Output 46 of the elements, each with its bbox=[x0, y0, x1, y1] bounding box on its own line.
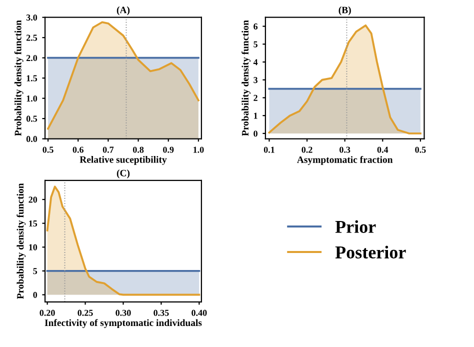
chart-title: (B) bbox=[338, 6, 351, 16]
y-axis-title: Probability density function bbox=[14, 20, 24, 136]
y-tick-label: 10 bbox=[29, 244, 38, 250]
y-tick-label: 5 bbox=[254, 41, 258, 48]
y-axis-title: Probability density function bbox=[242, 20, 251, 136]
y-tick-label: 0.0 bbox=[26, 136, 38, 142]
x-tick-label: 0.9 bbox=[163, 146, 174, 153]
y-tick-label: 1.5 bbox=[26, 75, 38, 82]
y-tick-label: 20 bbox=[28, 196, 38, 203]
x-tick-label: 0.8 bbox=[132, 146, 144, 153]
y-tick-label: 0 bbox=[33, 292, 38, 298]
y-tick-label: 4 bbox=[253, 59, 258, 66]
x-tick-label: 0.20 bbox=[40, 310, 55, 316]
y-tick-label: 2.5 bbox=[26, 34, 38, 41]
y-tick-label: 2.0 bbox=[26, 54, 38, 62]
x-axis-title: Infectivity of symptomatic individuals bbox=[44, 319, 202, 328]
x-tick-label: 0.5 bbox=[415, 146, 426, 153]
y-axis-title: Probability density function bbox=[16, 183, 26, 299]
y-tick-label: 0 bbox=[254, 130, 258, 137]
x-tick-label: 0.4 bbox=[377, 146, 388, 153]
y-tick-label: 0.5 bbox=[26, 116, 38, 122]
y-tick-label: 6 bbox=[254, 23, 258, 30]
y-tick-label: 3 bbox=[254, 77, 258, 84]
y-tick-label: 3.0 bbox=[26, 14, 38, 21]
chart-title: (C) bbox=[116, 170, 130, 178]
x-tick-label: 0.25 bbox=[78, 310, 93, 316]
x-tick-label: 0.40 bbox=[192, 310, 207, 316]
x-tick-label: 0.1 bbox=[264, 146, 274, 153]
x-tick-label: 0.30 bbox=[116, 310, 131, 316]
x-tick-label: 0.3 bbox=[340, 146, 350, 153]
x-tick-label: 0.6 bbox=[72, 146, 84, 153]
y-tick-label: 1.0 bbox=[26, 95, 38, 102]
x-tick-label: 0.2 bbox=[302, 146, 312, 153]
x-tick-label: 0.5 bbox=[42, 146, 54, 153]
chart-title: (A) bbox=[116, 6, 130, 16]
y-tick-label: 1 bbox=[254, 112, 258, 119]
y-tick-label: 15 bbox=[29, 220, 38, 227]
legend-label: Posterior bbox=[335, 246, 406, 258]
x-axis-title: Asymptomatic fraction bbox=[297, 156, 393, 165]
y-tick-label: 5 bbox=[33, 268, 38, 274]
x-tick-label: 1.0 bbox=[194, 146, 204, 153]
legend-label: Prior bbox=[335, 220, 376, 233]
x-tick-label: 0.7 bbox=[102, 146, 114, 153]
x-axis-title: Relative suceptibility bbox=[80, 156, 167, 165]
y-tick-label: 2 bbox=[254, 94, 258, 101]
x-tick-label: 0.35 bbox=[154, 310, 169, 316]
